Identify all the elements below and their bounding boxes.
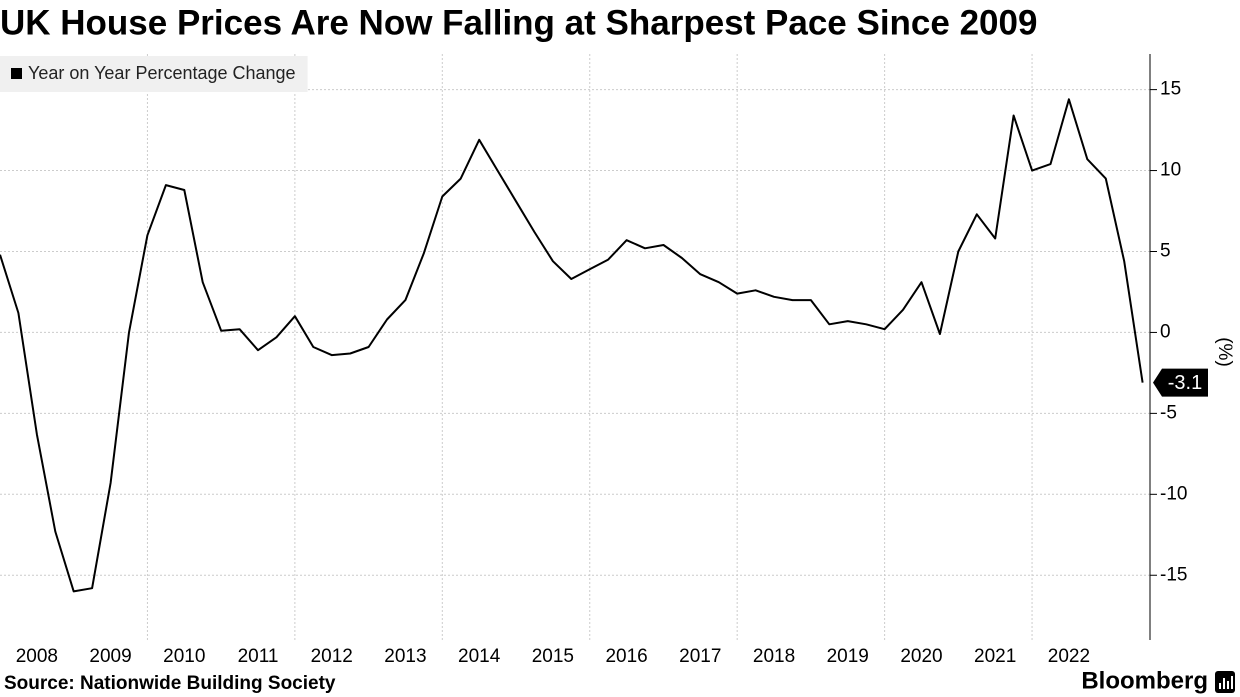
last-value-label: -3.1: [1168, 372, 1202, 394]
chart-title: UK House Prices Are Now Falling at Sharp…: [0, 3, 1037, 42]
x-tick-label: 2014: [458, 646, 501, 667]
y-tick-label: 15: [1160, 79, 1181, 100]
x-tick-label: 2011: [238, 646, 279, 667]
x-tick-label: 2012: [311, 646, 353, 667]
legend-swatch: [11, 68, 22, 79]
y-tick-label: -10: [1160, 483, 1187, 504]
x-tick-label: 2009: [89, 646, 131, 667]
callout-box: [1153, 368, 1208, 397]
source: Source: Nationwide Building Society: [4, 673, 336, 694]
x-tick-label: 2021: [974, 646, 1016, 667]
x-tick-label: 2008: [16, 646, 58, 667]
x-tick-label: 2010: [163, 646, 205, 667]
last-value-callout: -3.1: [1153, 368, 1208, 397]
legend: Year on Year Percentage Change: [0, 56, 308, 92]
x-tick-label: 2019: [827, 646, 869, 667]
y-tick-label: 0: [1160, 321, 1171, 342]
x-tick-label: 2016: [605, 646, 647, 667]
x-tick-label: 2018: [753, 646, 795, 667]
brand-icon: [1215, 671, 1235, 693]
y-tick-label: 5: [1160, 241, 1171, 262]
legend-label: Year on Year Percentage Change: [28, 63, 296, 83]
y-tick-label: 10: [1160, 160, 1181, 181]
x-tick-label: 2017: [679, 646, 721, 667]
x-tick-label: 2013: [384, 646, 426, 667]
y-tick-label: -15: [1160, 564, 1187, 585]
legend-box: [0, 56, 308, 92]
brand: Bloomberg: [1081, 667, 1208, 694]
y-tick-label: -5: [1160, 402, 1177, 423]
y-axis-label: (%): [1214, 337, 1235, 367]
line: [0, 98, 1144, 593]
x-tick-label: 2020: [900, 646, 942, 667]
x-tick-label: 2022: [1048, 646, 1090, 667]
x-tick-label: 2015: [532, 646, 574, 667]
